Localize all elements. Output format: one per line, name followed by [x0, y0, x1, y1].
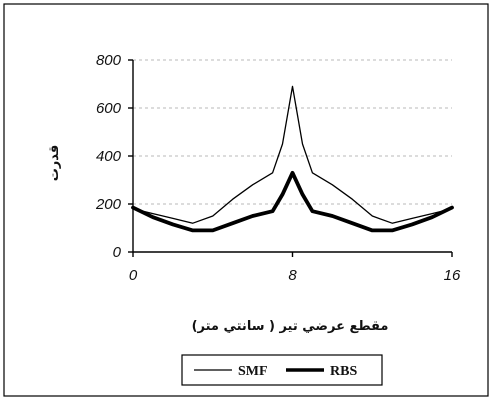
y-tick-label: 200	[95, 196, 122, 213]
axes	[128, 59, 453, 257]
x-tick-label: 0	[129, 267, 138, 284]
x-tick-labels: 0 8 16	[129, 267, 461, 284]
legend: SMF RBS	[181, 354, 383, 386]
y-tick-label: 0	[113, 244, 122, 261]
y-tick-labels: 0 200 400 600 800	[95, 52, 122, 261]
chart-frame	[3, 3, 489, 397]
y-axis-title: قدرت	[47, 145, 62, 182]
series-line-smf	[132, 85, 453, 224]
series-lines	[131, 85, 454, 233]
legend-label-smf: SMF	[238, 364, 268, 379]
y-tick-label: 400	[96, 148, 122, 165]
series-line-rbs	[131, 170, 454, 233]
x-tick-label: 16	[444, 267, 461, 284]
y-tick-label: 600	[96, 100, 122, 117]
x-tick-label: 8	[288, 267, 297, 284]
x-axis-title: مقطع عرضي تير ( سانتي متر)	[192, 319, 389, 334]
gridlines	[133, 59, 452, 205]
y-tick-label: 800	[96, 52, 122, 69]
legend-label-rbs: RBS	[330, 364, 357, 379]
